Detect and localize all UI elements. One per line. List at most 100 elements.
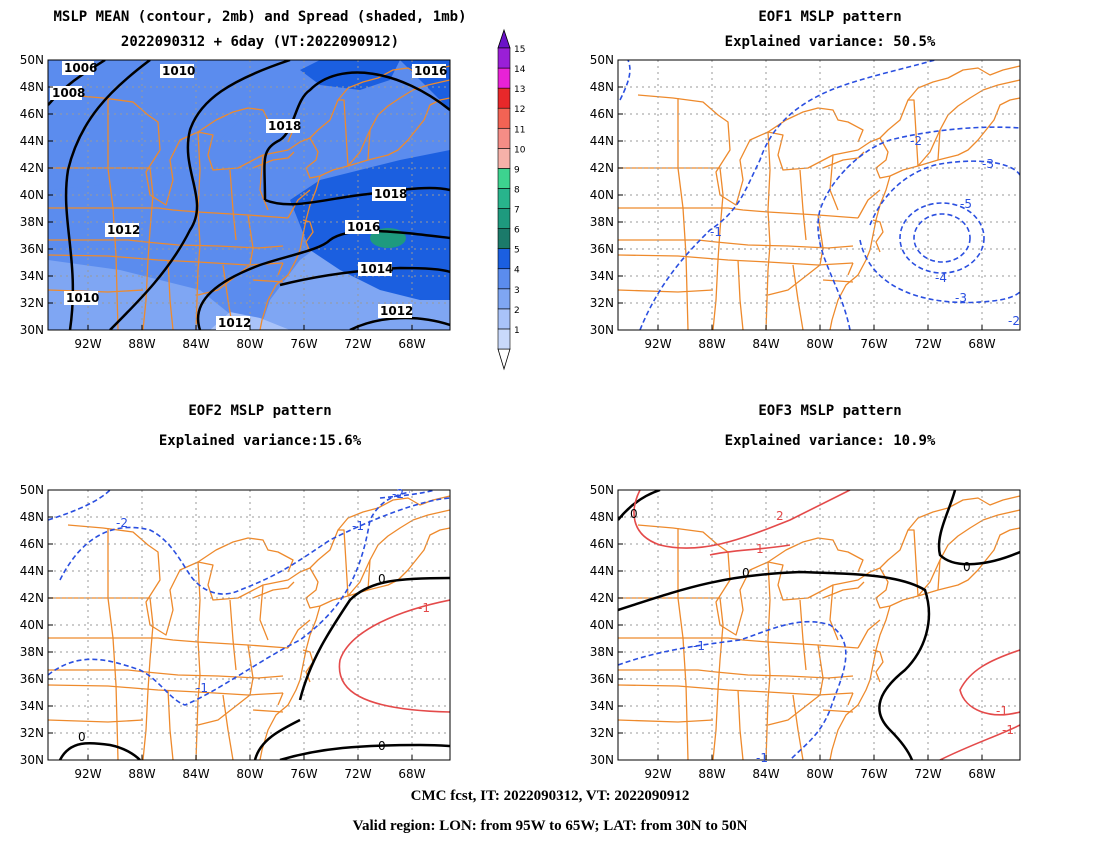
contour-label: -3 xyxy=(982,157,994,171)
lat-label: 30N xyxy=(590,323,614,337)
lat-label: 40N xyxy=(20,188,44,202)
contour-label: -4 xyxy=(935,271,947,285)
eof3-map xyxy=(618,490,1020,760)
colorbar-swatch xyxy=(497,328,511,350)
contour-label: 1012 xyxy=(218,316,251,330)
lat-label: 48N xyxy=(590,80,614,94)
contour-label: -1 xyxy=(996,704,1008,718)
lat-label: 36N xyxy=(590,242,614,256)
lon-label: 76W xyxy=(290,767,317,781)
contour-label: -3 xyxy=(955,291,967,305)
lon-label: 92W xyxy=(74,337,101,351)
eof2-map xyxy=(48,490,450,760)
contour-label: -5 xyxy=(960,197,972,211)
lat-label: 30N xyxy=(590,753,614,767)
lat-label: 42N xyxy=(20,161,44,175)
lat-label: 30N xyxy=(20,753,44,767)
eof3-contour-labels: 0 2 1 0 0 -1 -1 -1 -1 xyxy=(630,507,1014,765)
lat-label: 36N xyxy=(20,242,44,256)
colorbar-swatch xyxy=(497,248,511,270)
lon-label: 80W xyxy=(806,767,833,781)
contour-label: 1018 xyxy=(374,187,407,201)
contour-label: 1012 xyxy=(380,304,413,318)
lat-label: 50N xyxy=(590,483,614,497)
lon-label: 92W xyxy=(74,767,101,781)
colorbar-label: 4 xyxy=(514,266,520,276)
eof3-title-2: Explained variance: 10.9% xyxy=(724,433,936,449)
lat-label: 34N xyxy=(590,699,614,713)
eof1-title-1: EOF1 MSLP pattern xyxy=(758,9,902,25)
contour-label: -1 xyxy=(756,751,768,765)
contour-label: 1016 xyxy=(347,220,380,234)
colorbar-label: 5 xyxy=(514,246,520,256)
colorbar-swatch xyxy=(497,67,511,89)
lon-label: 68W xyxy=(968,337,995,351)
lat-label: 32N xyxy=(20,726,44,740)
contour-label: 0 xyxy=(378,739,386,753)
contour-label: 0 xyxy=(630,507,638,521)
colorbar-swatch xyxy=(497,188,511,209)
mean-contour-labels: 1006 1008 1010 1016 1018 1018 1016 1014 … xyxy=(50,61,447,330)
lat-label: 44N xyxy=(590,564,614,578)
mean-title-2: 2022090312 + 6day (VT:2022090912) xyxy=(120,34,400,50)
lon-label: 88W xyxy=(128,767,155,781)
colorbar-label: 15 xyxy=(514,45,525,55)
lat-label: 32N xyxy=(590,296,614,310)
contour-label: 1012 xyxy=(107,223,140,237)
colorbar-label: 14 xyxy=(514,65,526,75)
eof2-contour-labels: -2 -2 -1 0 -1 -1 0 0 xyxy=(78,487,430,753)
colorbar-label: 3 xyxy=(514,286,520,296)
lon-label: 68W xyxy=(398,337,425,351)
contour-label: 1006 xyxy=(64,61,97,75)
contour-label: 0 xyxy=(963,560,971,574)
lat-label: 50N xyxy=(20,483,44,497)
lon-label: 76W xyxy=(860,767,887,781)
lat-label: 46N xyxy=(20,537,44,551)
contour-label: 0 xyxy=(378,572,386,586)
eof2-title-1: EOF2 MSLP pattern xyxy=(188,403,332,419)
contour-label: 0 xyxy=(78,730,86,744)
contour-label: 1018 xyxy=(268,119,301,133)
lon-label: 76W xyxy=(290,337,317,351)
lon-label: 92W xyxy=(644,767,671,781)
colorbar-label: 11 xyxy=(514,125,525,135)
lat-label: 40N xyxy=(590,188,614,202)
colorbar-swatch xyxy=(497,208,511,229)
eof3-title-1: EOF3 MSLP pattern xyxy=(758,403,902,419)
lat-label: 32N xyxy=(590,726,614,740)
contour-label: 1 xyxy=(756,542,764,556)
contour-label: -2 xyxy=(116,516,128,530)
lon-label: 88W xyxy=(698,767,725,781)
mean-title-1: MSLP MEAN (contour, 2mb) and Spread (sha… xyxy=(53,9,467,25)
eof2-title-2: Explained variance:15.6% xyxy=(158,433,362,449)
lat-label: 30N xyxy=(20,323,44,337)
lon-label: 72W xyxy=(914,337,941,351)
lat-label: 46N xyxy=(590,537,614,551)
contour-label: 0 xyxy=(742,566,750,580)
lat-label: 48N xyxy=(20,510,44,524)
lat-label: 38N xyxy=(590,215,614,229)
lat-label: 38N xyxy=(20,215,44,229)
lon-label: 80W xyxy=(236,337,263,351)
contour-label: -1 xyxy=(1002,723,1014,737)
lon-label: 88W xyxy=(128,337,155,351)
lat-label: 44N xyxy=(20,564,44,578)
contour-label: -2 xyxy=(910,134,922,148)
lon-label: 80W xyxy=(806,337,833,351)
colorbar-label: 2 xyxy=(514,306,520,316)
footer-run-info: CMC fcst, IT: 2022090312, VT: 2022090912 xyxy=(410,788,690,804)
colorbar-swatch xyxy=(497,228,511,249)
colorbar-swatch xyxy=(497,168,511,189)
contour-label: -1 xyxy=(196,681,208,695)
lat-label: 38N xyxy=(590,645,614,659)
colorbar-label: 13 xyxy=(514,85,525,95)
lat-label: 44N xyxy=(20,134,44,148)
lon-label: 92W xyxy=(644,337,671,351)
lat-label: 48N xyxy=(20,80,44,94)
colorbar-label: 7 xyxy=(514,206,520,216)
colorbar-label: 6 xyxy=(514,226,520,236)
contour-label: -2 xyxy=(392,487,404,501)
lat-label: 46N xyxy=(590,107,614,121)
